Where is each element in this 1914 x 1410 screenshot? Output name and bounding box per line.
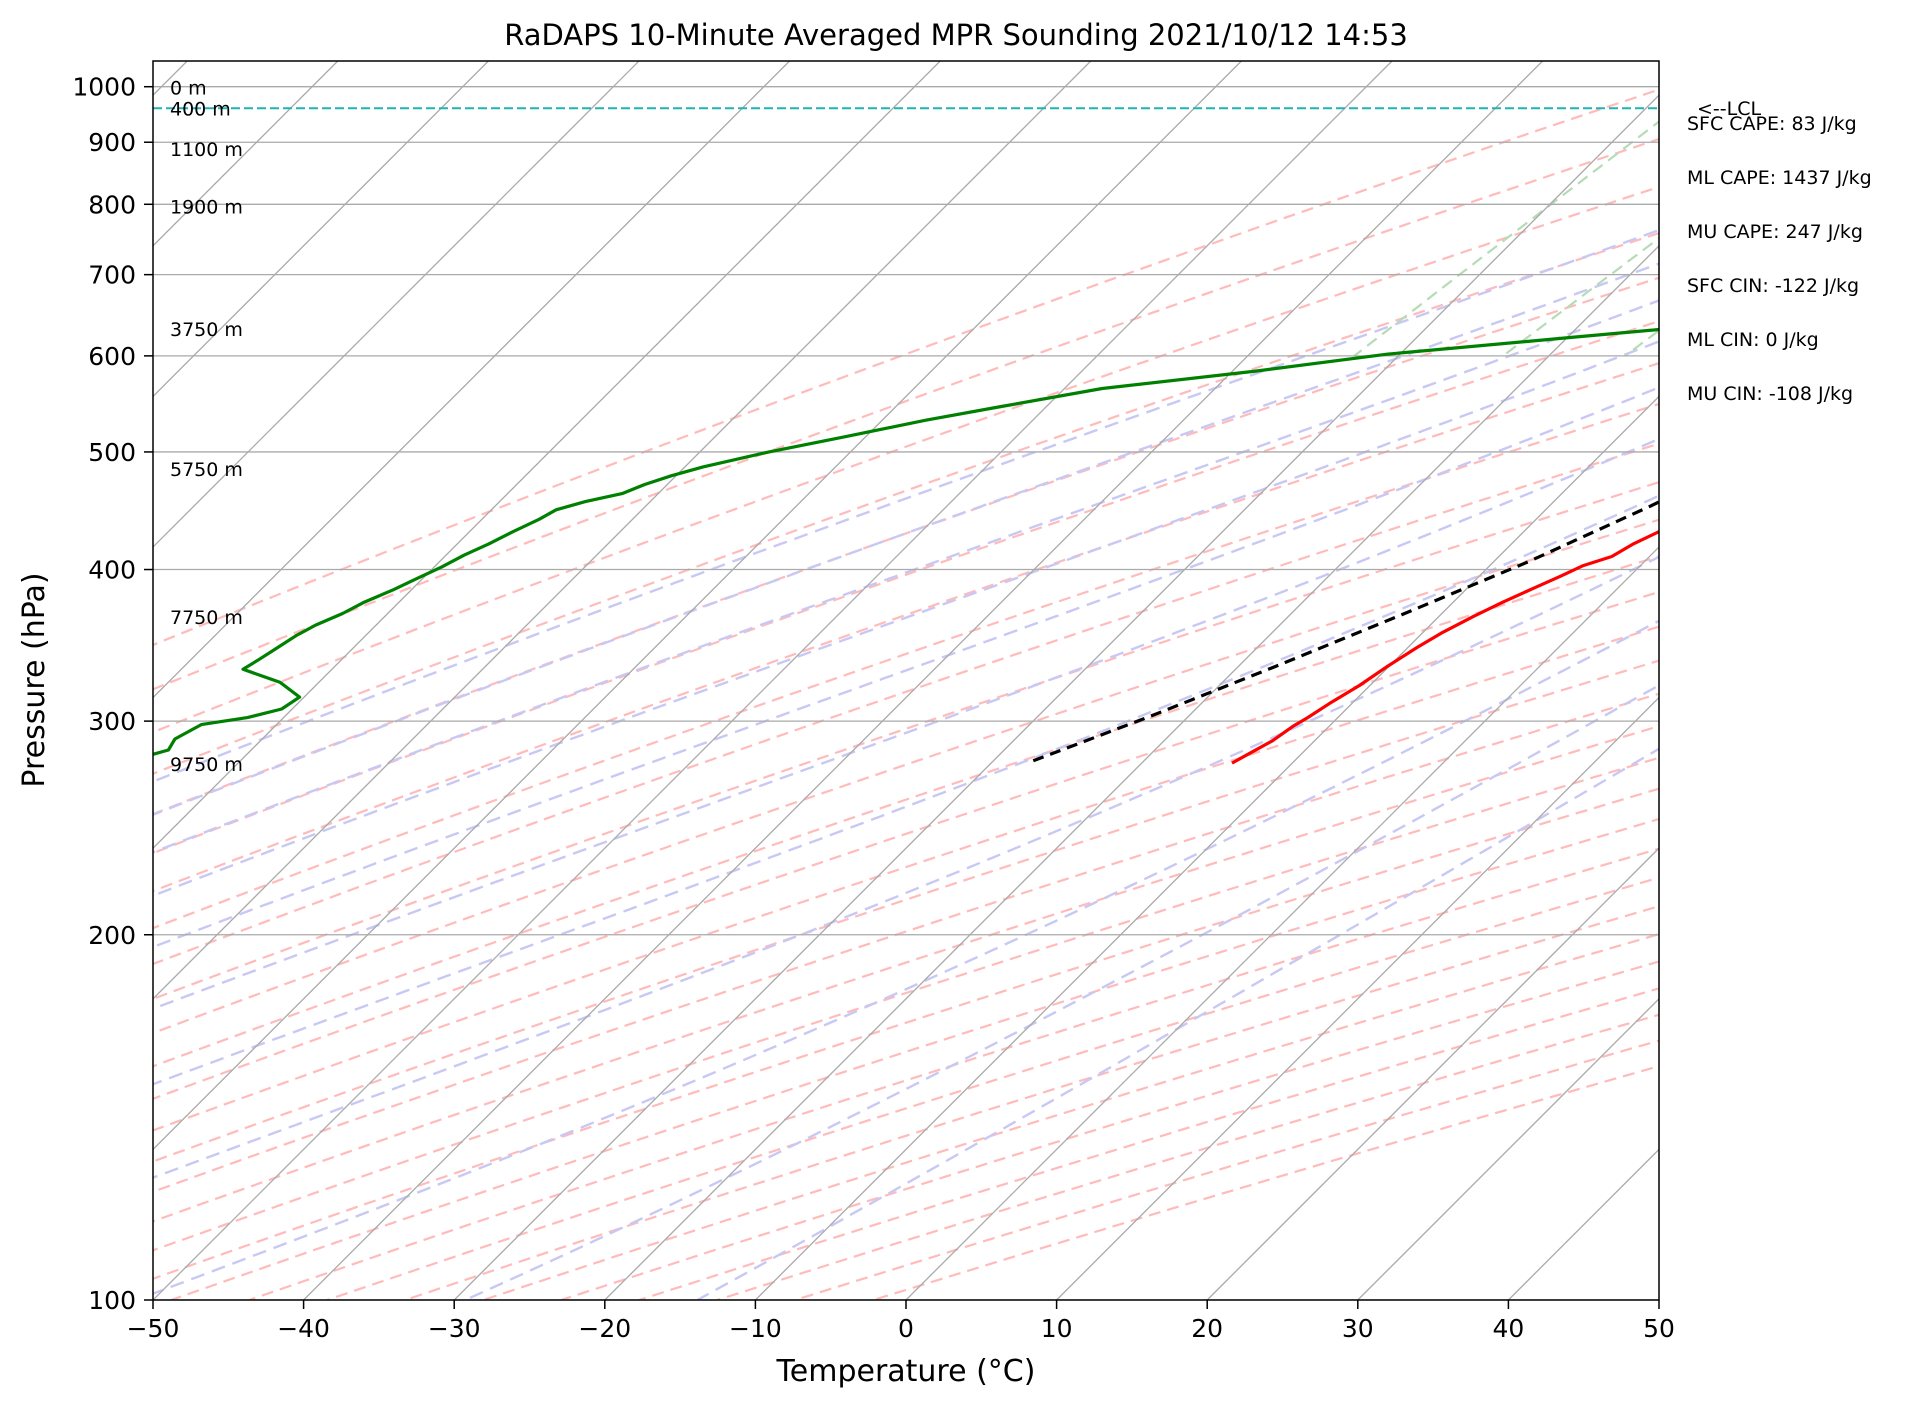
dry-adiabat	[153, 88, 1659, 647]
x-tick-label: −10	[729, 1314, 782, 1343]
moist-adiabat	[464, 683, 1659, 1300]
dry-adiabat	[153, 625, 1659, 1132]
height-label: 7750 m	[170, 607, 243, 629]
isotherm-line	[153, 61, 640, 548]
stability-index-text: SFC CIN: -122 J/kg	[1687, 275, 1859, 297]
isotherm-line	[604, 244, 1659, 1300]
x-tick-label: −20	[578, 1314, 631, 1343]
axes: −50 −40 −30 −20 −10 0 10 20 30 40 50 100 200 300 400 50…	[72, 73, 1675, 1343]
moist-adiabat	[153, 494, 1659, 1086]
isotherm-line	[1056, 696, 1659, 1300]
moist-adiabat	[153, 299, 1659, 854]
x-tick-label: 10	[1041, 1314, 1073, 1343]
height-label: 400 m	[170, 98, 231, 120]
height-label: 1100 m	[170, 139, 243, 161]
height-label: 5750 m	[170, 459, 243, 481]
dry-adiabat	[153, 137, 1659, 691]
y-tick-label: 800	[88, 190, 136, 219]
isotherm-line	[153, 61, 1092, 1000]
reference-lines	[153, 88, 1659, 1300]
mixing-ratio-line	[1353, 120, 1659, 357]
y-tick-label: 100	[88, 1286, 136, 1315]
moist-adiabat	[153, 340, 1659, 898]
y-tick-label: 900	[88, 128, 136, 157]
isotherm-line	[153, 61, 1242, 1151]
y-tick-label: 1000	[72, 73, 136, 102]
isotherm-line	[153, 61, 489, 398]
dry-adiabat	[153, 442, 1659, 966]
dry-adiabat	[153, 692, 1659, 1193]
isotherm-line	[153, 61, 941, 850]
isotherm-line	[754, 395, 1659, 1300]
isotherm-line	[453, 94, 1659, 1300]
stability-indices: SFC CAPE: 83 J/kg ML CAPE: 1437 J/kg MU CA…	[1687, 113, 1872, 405]
height-label: 1900 m	[170, 197, 243, 219]
x-tick-label: 20	[1191, 1314, 1223, 1343]
height-label: 9750 m	[170, 754, 243, 776]
stability-index-text: ML CAPE: 1437 J/kg	[1687, 167, 1872, 189]
height-label: 0 m	[170, 77, 207, 99]
isotherm-line	[153, 61, 791, 699]
y-tick-label: 300	[88, 707, 136, 736]
y-axis-label: Pressure (hPa)	[17, 572, 52, 787]
y-tick-label: 700	[88, 261, 136, 290]
profile-lines	[153, 107, 1659, 765]
dry-adiabat	[153, 402, 1659, 930]
moist-adiabat	[153, 437, 1659, 1011]
isotherm-line	[153, 61, 1393, 1300]
stability-index-text: MU CIN: -108 J/kg	[1687, 383, 1853, 405]
parcel-profile	[1026, 500, 1659, 765]
y-tick-label: 400	[88, 556, 136, 585]
isotherm-line	[905, 546, 1659, 1300]
temperature-profile	[1231, 529, 1659, 765]
x-axis-label: Temperature (°C)	[776, 1354, 1036, 1389]
x-tick-label: 50	[1643, 1314, 1675, 1343]
x-tick-label: −40	[277, 1314, 330, 1343]
moist-adiabat	[153, 262, 1659, 817]
x-tick-label: 30	[1342, 1314, 1374, 1343]
chart-title: RaDAPS 10-Minute Averaged MPR Sounding 2…	[504, 18, 1408, 52]
x-tick-label: −30	[428, 1314, 481, 1343]
dry-adiabat	[153, 555, 1659, 1068]
height-label: 3750 m	[170, 319, 243, 341]
mixing-ratio-line	[1502, 236, 1659, 357]
dry-adiabat	[153, 756, 1659, 1252]
stability-index-text: SFC CAPE: 83 J/kg	[1687, 113, 1857, 135]
dry-adiabat	[153, 481, 1659, 1001]
dewpoint-profile	[153, 327, 1659, 756]
x-tick-label: 0	[898, 1314, 914, 1343]
isotherm-line	[1357, 997, 1659, 1300]
isotherm-line	[1206, 847, 1659, 1300]
dry-adiabat	[153, 787, 1659, 1280]
grid-lines	[153, 61, 1659, 1300]
isotherm-line	[303, 61, 1544, 1300]
stability-index-text: ML CIN: 0 J/kg	[1687, 329, 1819, 351]
height-labels: 9750 m 7750 m 5750 m 3750 m 1900 m 1100 m 400 …	[170, 77, 1761, 776]
y-tick-label: 600	[88, 342, 136, 371]
dry-adiabat	[153, 362, 1659, 893]
y-tick-label: 200	[88, 921, 136, 950]
y-tick-label: 500	[88, 438, 136, 467]
dry-adiabat	[153, 276, 1659, 816]
moist-adiabat	[153, 555, 1659, 1179]
x-tick-label: 40	[1492, 1314, 1524, 1343]
lcl-label: <--LCL	[1697, 98, 1761, 120]
moist-adiabat	[153, 619, 1659, 1295]
stability-index-text: MU CAPE: 247 J/kg	[1687, 221, 1863, 243]
x-tick-label: −50	[127, 1314, 180, 1343]
